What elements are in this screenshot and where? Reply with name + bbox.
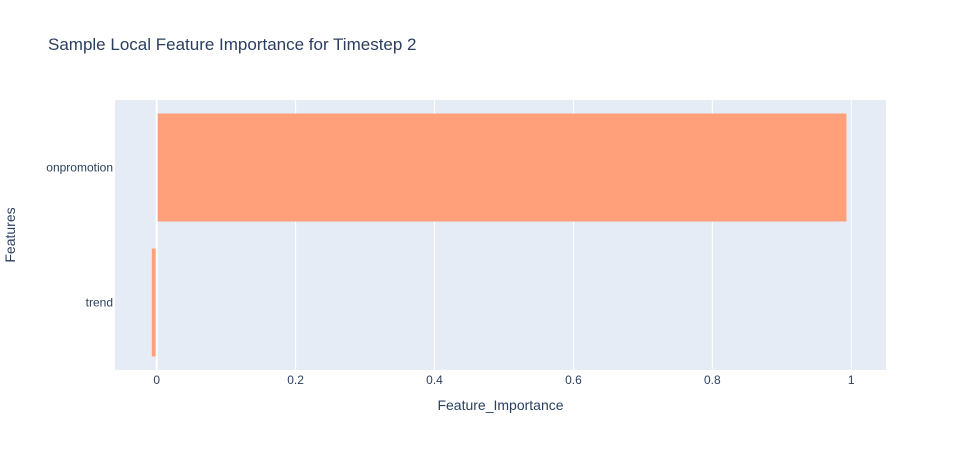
bar-trend <box>151 248 157 357</box>
x-tick-label: 0.4 <box>426 373 443 387</box>
y-tick-label-onpromotion: onpromotion <box>46 161 113 175</box>
y-axis-ticks: onpromotion trend <box>46 161 113 310</box>
y-axis-title: Features <box>2 207 18 262</box>
x-tick-label: 0.2 <box>287 373 304 387</box>
x-tick-label: 1 <box>848 373 855 387</box>
bars <box>151 113 847 357</box>
bar-onpromotion <box>156 113 847 222</box>
x-tick-label: 0 <box>153 373 160 387</box>
x-tick-label: 0.6 <box>565 373 582 387</box>
x-axis-title: Feature_Importance <box>437 397 563 413</box>
chart-title: Sample Local Feature Importance for Time… <box>48 35 417 54</box>
x-tick-label: 0.8 <box>704 373 721 387</box>
y-tick-label-trend: trend <box>86 296 113 310</box>
x-axis-ticks: 0 0.2 0.4 0.6 0.8 1 <box>153 373 855 387</box>
